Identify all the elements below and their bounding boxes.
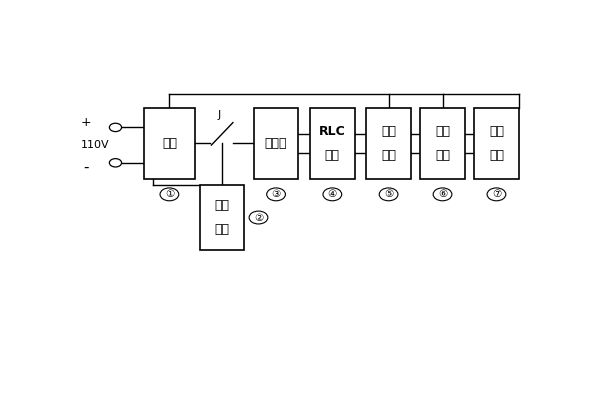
Text: 电路: 电路 <box>325 149 340 162</box>
Text: 形成: 形成 <box>381 149 396 162</box>
Text: 剾相机: 剾相机 <box>265 137 287 150</box>
Text: J: J <box>217 110 220 120</box>
Text: -: - <box>83 160 89 175</box>
Circle shape <box>110 158 122 167</box>
Text: 电源: 电源 <box>162 137 177 150</box>
Text: RLC: RLC <box>319 125 345 138</box>
Bar <box>474 108 518 179</box>
Text: +: + <box>80 116 91 129</box>
Text: ⑦: ⑦ <box>492 189 501 199</box>
Circle shape <box>323 188 342 201</box>
Circle shape <box>160 188 178 201</box>
Text: 比较: 比较 <box>435 149 450 162</box>
Text: ①: ① <box>165 189 174 199</box>
Bar <box>310 108 355 179</box>
Bar <box>366 108 411 179</box>
Text: ④: ④ <box>328 189 337 199</box>
Text: 电路: 电路 <box>489 149 504 162</box>
Bar <box>143 108 195 179</box>
Bar <box>420 108 465 179</box>
Circle shape <box>249 211 268 224</box>
Text: 电路: 电路 <box>215 223 230 236</box>
Text: 显示: 显示 <box>489 125 504 138</box>
Circle shape <box>433 188 452 201</box>
Circle shape <box>379 188 398 201</box>
Circle shape <box>110 123 122 132</box>
Bar <box>200 185 244 250</box>
Circle shape <box>487 188 506 201</box>
Bar <box>254 108 298 179</box>
Text: ③: ③ <box>272 189 281 199</box>
Circle shape <box>267 188 286 201</box>
Text: 延时: 延时 <box>215 199 230 212</box>
Text: 脉冲: 脉冲 <box>381 125 396 138</box>
Text: 脉冲: 脉冲 <box>435 125 450 138</box>
Text: 110V: 110V <box>81 140 110 150</box>
Text: ⑤: ⑤ <box>384 189 393 199</box>
Text: ⑥: ⑥ <box>438 189 447 199</box>
Text: ②: ② <box>254 212 263 222</box>
